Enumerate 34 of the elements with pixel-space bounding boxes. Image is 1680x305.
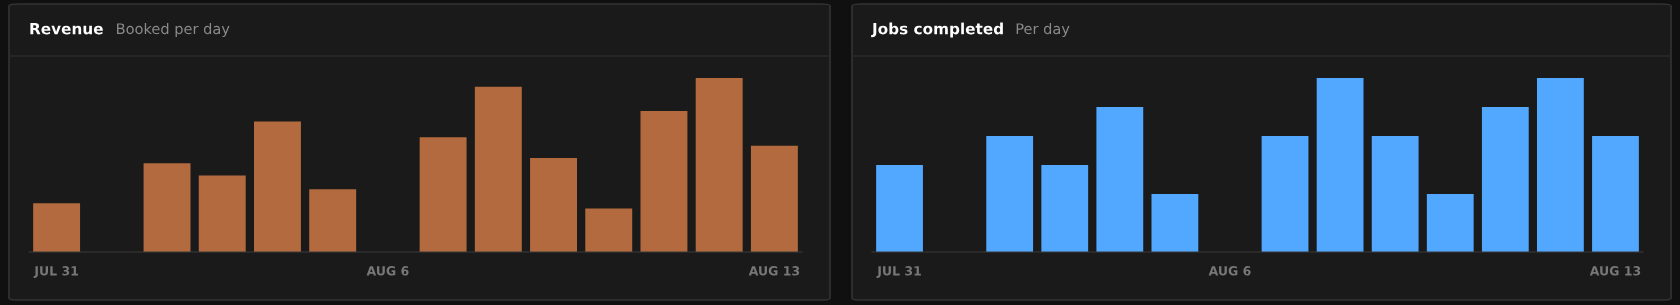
chart-subtitle: Per day bbox=[1016, 22, 1070, 38]
bar bbox=[876, 165, 923, 252]
bar bbox=[1151, 194, 1199, 252]
bar bbox=[1041, 165, 1089, 252]
bar bbox=[33, 203, 81, 252]
chart-title: Revenue bbox=[30, 23, 103, 35]
bar bbox=[750, 145, 798, 252]
chart-title: Jobs completed bbox=[871, 22, 1003, 38]
x-tick-label: AUG 6 bbox=[1208, 266, 1251, 276]
bar bbox=[640, 111, 688, 252]
bar bbox=[1426, 194, 1474, 252]
chart-subtitle: Booked per day bbox=[117, 22, 230, 38]
x-tick-label: JUL 31 bbox=[876, 266, 921, 278]
bar bbox=[474, 86, 522, 252]
x-tick-label: AUG 13 bbox=[748, 266, 800, 276]
bar bbox=[585, 208, 633, 252]
bar bbox=[530, 158, 577, 252]
x-tick-label: JUL 31 bbox=[33, 266, 78, 278]
x-tick-label: AUG 13 bbox=[1589, 266, 1641, 276]
bar bbox=[1316, 78, 1364, 252]
bar bbox=[143, 163, 191, 252]
bar bbox=[1536, 78, 1584, 252]
bar bbox=[198, 175, 246, 252]
bar bbox=[986, 135, 1034, 252]
bar bbox=[254, 121, 301, 252]
bar bbox=[309, 189, 357, 252]
bar bbox=[419, 137, 467, 252]
bar bbox=[1481, 107, 1529, 252]
bar bbox=[695, 78, 743, 252]
bar bbox=[1371, 135, 1419, 252]
bar bbox=[1261, 135, 1309, 252]
x-tick-label: AUG 6 bbox=[366, 266, 409, 276]
bar bbox=[1096, 107, 1144, 252]
bar bbox=[1592, 135, 1639, 252]
